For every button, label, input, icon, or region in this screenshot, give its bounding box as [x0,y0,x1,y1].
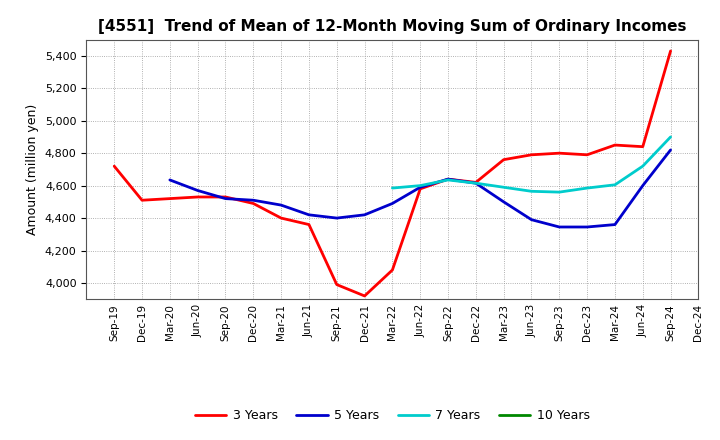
5 Years [500,199,508,205]
5 Years [166,177,174,183]
5 Years [276,202,285,208]
7 Years [472,180,480,186]
3 Years [639,144,647,149]
7 Years [416,183,425,188]
3 Years [444,176,452,182]
7 Years [666,134,675,139]
3 Years [582,152,591,158]
3 Years [305,222,313,227]
3 Years [333,282,341,287]
5 Years [611,222,619,227]
7 Years [639,164,647,169]
3 Years [110,164,119,169]
3 Years [555,150,564,156]
5 Years [249,198,258,203]
5 Years [639,183,647,188]
7 Years [555,190,564,195]
Legend: 3 Years, 5 Years, 7 Years, 10 Years: 3 Years, 5 Years, 7 Years, 10 Years [190,404,595,427]
5 Years [388,201,397,206]
5 Years [333,216,341,221]
7 Years [388,185,397,191]
5 Years [527,217,536,222]
5 Years [666,147,675,153]
Title: [4551]  Trend of Mean of 12-Month Moving Sum of Ordinary Incomes: [4551] Trend of Mean of 12-Month Moving … [98,19,687,34]
3 Years [500,157,508,162]
3 Years [138,198,146,203]
3 Years [166,196,174,201]
3 Years [194,194,202,200]
Line: 7 Years: 7 Years [392,137,670,192]
5 Years [360,212,369,217]
Line: 5 Years: 5 Years [170,150,670,227]
3 Years [388,268,397,273]
5 Years [221,196,230,201]
7 Years [611,182,619,187]
7 Years [500,185,508,190]
3 Years [472,180,480,185]
3 Years [249,201,258,206]
5 Years [582,224,591,230]
5 Years [555,224,564,230]
3 Years [527,152,536,158]
3 Years [276,216,285,221]
3 Years [360,293,369,299]
3 Years [416,186,425,191]
3 Years [611,143,619,148]
7 Years [582,185,591,191]
5 Years [305,212,313,217]
Y-axis label: Amount (million yen): Amount (million yen) [27,104,40,235]
Line: 3 Years: 3 Years [114,51,670,296]
7 Years [444,177,452,183]
5 Years [472,180,480,186]
5 Years [416,185,425,190]
5 Years [194,188,202,193]
3 Years [666,48,675,54]
7 Years [527,189,536,194]
3 Years [221,194,230,200]
5 Years [444,176,452,182]
